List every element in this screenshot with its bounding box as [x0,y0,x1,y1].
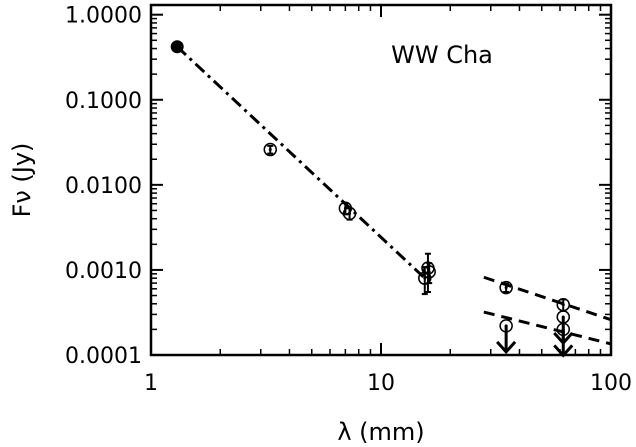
fit-line-dashed [483,275,611,322]
fit-line-dashed [483,310,611,346]
data-point-open [263,142,278,157]
annotation-label: WW Cha [391,41,493,69]
fit-line-dash-dot [176,45,426,280]
x-tick-label: 10 [367,371,395,396]
data-point-center [348,212,352,216]
plot-content [170,40,611,358]
x-tick-label: 100 [590,371,632,396]
data-point-filled [170,40,184,54]
data-point-center [268,148,272,152]
y-axis-title: Fν (Jy) [8,143,36,218]
data-point-center [561,303,565,307]
plot-frame [149,3,613,357]
x-tick-label: 1 [144,371,158,396]
x-axis-title: λ (mm) [337,418,424,446]
y-tick-label: 0.0100 [65,174,142,199]
data-point-center [504,286,508,290]
upper-limit-arrowhead [496,340,517,355]
y-tick-label: 0.0001 [65,344,142,369]
data-point-center [427,270,431,274]
data-point-open [422,265,436,279]
y-tick-label: 1.0000 [65,4,142,29]
data-point-open [499,280,513,295]
data-point-open [342,206,357,221]
axis-ticks: 1 10 100 0.0001 0.0010 0.0100 0.1000 1.0000 [65,4,632,396]
y-tick-label: 0.1000 [65,89,142,114]
y-tick-label: 0.0010 [65,259,142,284]
upper-limit-arrowhead [553,331,574,346]
